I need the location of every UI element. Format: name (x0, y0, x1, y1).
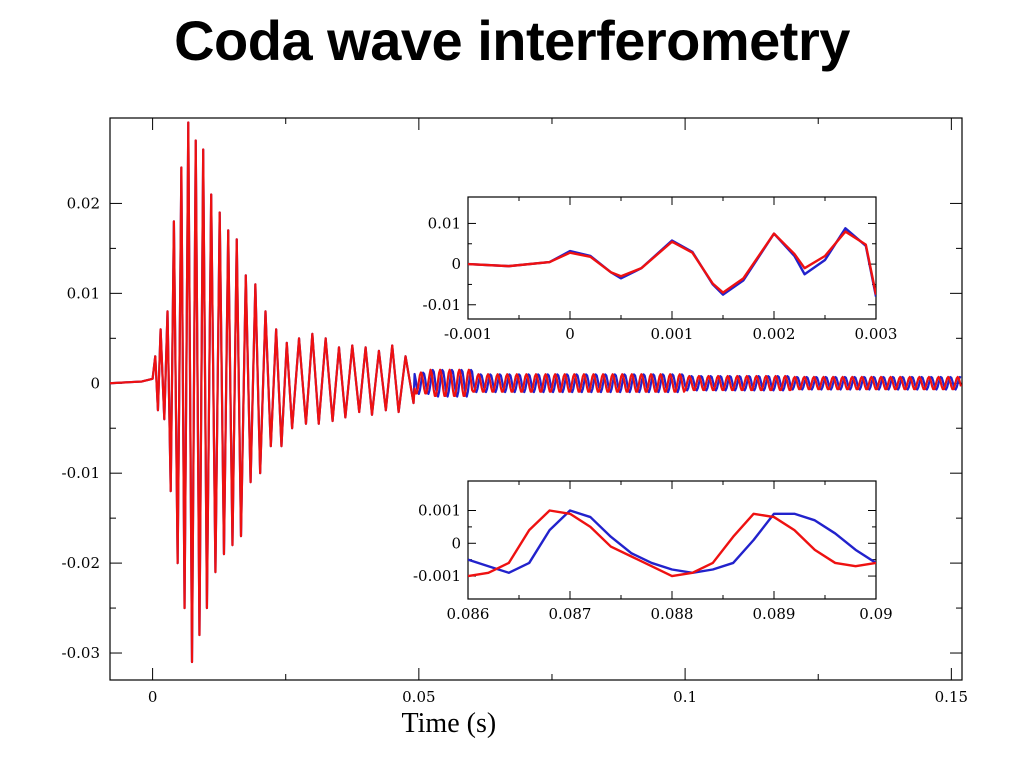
inset-bottom-series-blue-line (468, 509, 876, 574)
main-y-tick-label: 0.01 (67, 284, 100, 302)
inset-bottom-x-tick-label: 0.086 (447, 605, 490, 623)
main-y-tick-label: 0 (90, 374, 100, 392)
inset-bottom-x-tick-label: 0.089 (753, 605, 796, 623)
inset-bottom-y-tick-label: -0.001 (413, 567, 461, 585)
main-series-red-line (110, 121, 962, 664)
inset-chart-bottom: 0.086 0.087 0.088 0.089 0.09 -0.001 0 0.001 (413, 480, 893, 623)
inset-bottom-series-red-line (468, 509, 876, 578)
main-y-tick-label: -0.03 (62, 644, 100, 662)
inset-chart-top: -0.001 0 0.001 0.002 0.003 -0.01 0 0.01 (423, 196, 898, 343)
inset-top-series-red-line (468, 230, 876, 295)
main-y-tick-label: -0.02 (62, 554, 100, 572)
main-y-tick-label: -0.01 (62, 464, 100, 482)
main-y-tick-label: 0.02 (67, 194, 100, 212)
main-x-tick-label: 0 (148, 688, 158, 706)
inset-bottom-x-tick-label: 0.087 (549, 605, 592, 623)
main-x-tick-label: 0.1 (673, 688, 697, 706)
inset-top-x-tick-label: 0.003 (855, 325, 898, 343)
inset-bottom-x-tick-label: 0.088 (651, 605, 694, 623)
main-series-blue-line (110, 121, 962, 664)
inset-bottom-x-tick-label: 0.09 (859, 605, 892, 623)
inset-top-x-tick-label: -0.001 (444, 325, 492, 343)
inset-bottom-y-tick-label: 0.001 (418, 502, 461, 520)
inset-top-y-tick-label: -0.01 (423, 296, 461, 314)
inset-bottom-plot-frame (467, 480, 877, 600)
main-x-axis-label: Time (s) (402, 708, 497, 739)
inset-bottom-y-tick-label: 0 (451, 534, 461, 552)
inset-top-x-tick-label: 0.002 (753, 325, 796, 343)
inset-top-x-tick-label: 0 (565, 325, 575, 343)
slide-title: Coda wave interferometry (174, 9, 850, 72)
main-x-tick-label: 0.15 (935, 688, 968, 706)
inset-top-plot-frame (467, 196, 877, 320)
inset-top-y-tick-label: 0.01 (428, 214, 461, 232)
inset-top-y-tick-label: 0 (451, 255, 461, 273)
main-x-tick-label: 0.05 (402, 688, 435, 706)
inset-top-x-tick-label: 0.001 (651, 325, 694, 343)
